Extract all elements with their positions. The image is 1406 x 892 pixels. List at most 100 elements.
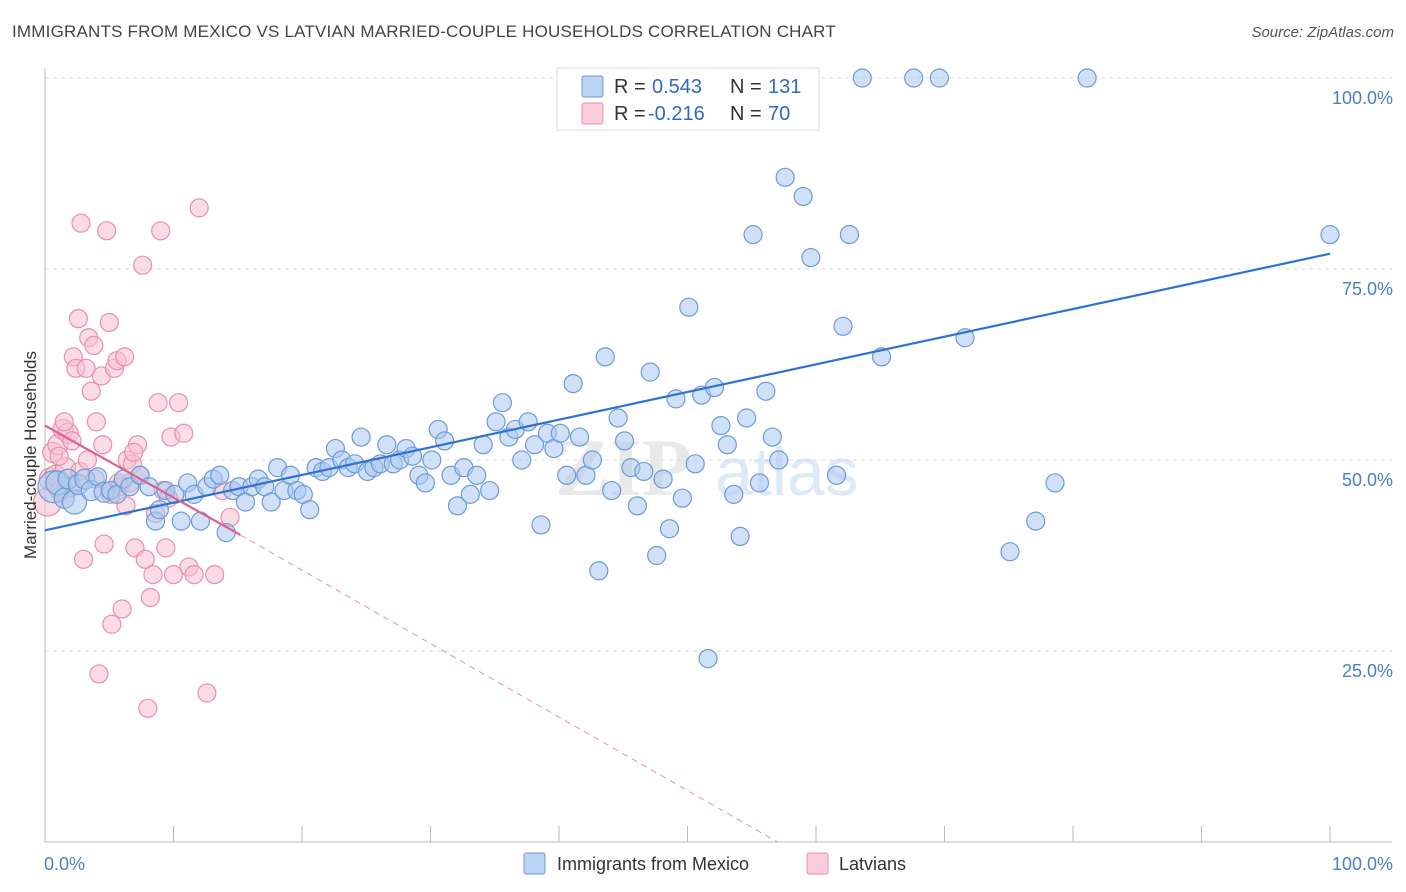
data-point-mexico: [492, 393, 513, 413]
data-point-latvians: [112, 599, 132, 619]
data-point-latvians: [89, 664, 109, 684]
data-point-latvians: [184, 564, 204, 585]
legend: R = 0.543 N = 131 R = -0.216 N = 70: [556, 67, 820, 131]
data-point-latvians: [197, 683, 217, 703]
series-mexico: [37, 68, 1340, 669]
watermark: ZIP atlas: [555, 422, 859, 513]
data-point-mexico: [210, 465, 230, 485]
data-point-latvians: [99, 312, 119, 333]
data-point-latvians: [148, 393, 168, 413]
legend-r-value-mexico: 0.543: [652, 76, 702, 98]
data-point-latvians: [73, 549, 94, 569]
legend-r-label-mexico: R =: [614, 76, 646, 98]
data-point-mexico: [762, 427, 782, 447]
bottom-legend-swatch-latvians: [806, 852, 829, 875]
data-point-mexico: [351, 427, 371, 447]
data-point-latvians: [93, 435, 113, 455]
data-point-mexico: [749, 473, 770, 493]
data-point-mexico: [685, 454, 705, 474]
data-point-mexico: [480, 480, 500, 501]
trend-lines: [44, 252, 1331, 843]
x-tick-label-max: 100.0%: [1332, 854, 1393, 874]
legend-n-label-mexico: N =: [730, 76, 762, 98]
y-tick-label: 75.0%: [1342, 279, 1393, 299]
data-point-mexico: [769, 450, 789, 470]
y-tick-label: 100.0%: [1332, 88, 1393, 108]
data-point-mexico: [486, 412, 506, 432]
bottom-legend-swatch-mexico: [523, 852, 546, 875]
data-point-latvians: [102, 614, 122, 634]
legend-r-label-latvians: R =: [614, 103, 646, 125]
data-point-mexico: [775, 167, 795, 187]
bottom-legend-label-mexico: Immigrants from Mexico: [557, 854, 749, 874]
data-point-mexico: [698, 649, 718, 669]
chart-source: Source: ZipAtlas.com: [1251, 24, 1394, 41]
bottom-legend: Immigrants from Mexico Latvians: [523, 852, 906, 875]
data-point-mexico: [435, 431, 455, 451]
data-point-mexico: [300, 500, 320, 520]
data-point-latvians: [163, 564, 184, 585]
data-point-mexico: [724, 484, 744, 504]
trend-line-mexico: [44, 252, 1331, 532]
data-point-latvians: [49, 446, 69, 466]
tick-labels: 25.0% 50.0% 75.0% 100.0% 0.0% 100.0%: [44, 88, 1393, 874]
data-point-mexico: [171, 511, 191, 531]
data-point-latvians: [68, 309, 89, 329]
series-latvians: [32, 198, 240, 718]
data-point-mexico: [929, 68, 949, 88]
legend-swatch-mexico: [581, 75, 604, 98]
data-point-mexico: [826, 465, 847, 485]
data-point-latvians: [124, 442, 144, 462]
data-point-latvians: [205, 564, 225, 585]
data-point-mexico: [904, 68, 924, 88]
data-point-latvians: [156, 538, 176, 558]
data-point-mexico: [422, 450, 442, 470]
legend-r-value-latvians: -0.216: [648, 103, 705, 125]
data-point-latvians: [84, 335, 104, 355]
trend-extension-latvians: [240, 534, 778, 843]
data-point-mexico: [1000, 542, 1020, 562]
data-point-mexico: [1077, 68, 1097, 88]
data-point-mexico: [743, 225, 763, 245]
gridlines: [45, 77, 1392, 652]
data-point-latvians: [94, 534, 114, 554]
data-point-mexico: [730, 526, 750, 547]
data-point-mexico: [737, 408, 757, 428]
data-point-mexico: [261, 492, 281, 512]
data-point-latvians: [71, 213, 91, 233]
data-point-mexico: [595, 347, 615, 367]
data-point-latvians: [189, 198, 209, 218]
data-point-mexico: [608, 408, 628, 428]
data-point-latvians: [138, 698, 158, 718]
data-point-mexico: [1320, 225, 1340, 245]
data-point-mexico: [801, 247, 821, 268]
data-point-latvians: [115, 347, 135, 367]
data-point-mexico: [793, 186, 813, 207]
data-point-mexico: [190, 511, 211, 531]
data-point-mexico: [833, 316, 853, 336]
data-point-latvians: [151, 221, 171, 241]
y-tick-label: 50.0%: [1342, 470, 1393, 490]
chart-title: IMMIGRANTS FROM MEXICO VS LATVIAN MARRIE…: [12, 22, 836, 41]
legend-n-label-latvians: N =: [730, 103, 762, 125]
data-point-mexico: [460, 484, 480, 504]
data-point-mexico: [415, 473, 435, 493]
data-point-mexico: [602, 480, 622, 501]
data-point-latvians: [135, 549, 155, 569]
data-point-mexico: [589, 561, 609, 581]
data-point-mexico: [467, 465, 487, 485]
data-point-mexico: [550, 423, 570, 443]
x-tick-label-min: 0.0%: [44, 854, 85, 874]
data-point-mexico: [634, 461, 654, 482]
data-point-mexico: [524, 435, 545, 455]
data-point-latvians: [174, 423, 194, 443]
data-point-latvians: [54, 412, 74, 432]
data-point-mexico: [512, 450, 532, 470]
legend-swatch-latvians: [581, 102, 604, 125]
data-point-mexico: [1045, 473, 1065, 493]
data-point-latvians: [143, 564, 163, 585]
bottom-legend-label-latvians: Latvians: [839, 854, 906, 874]
data-point-mexico: [679, 297, 699, 317]
data-point-mexico: [563, 374, 583, 394]
